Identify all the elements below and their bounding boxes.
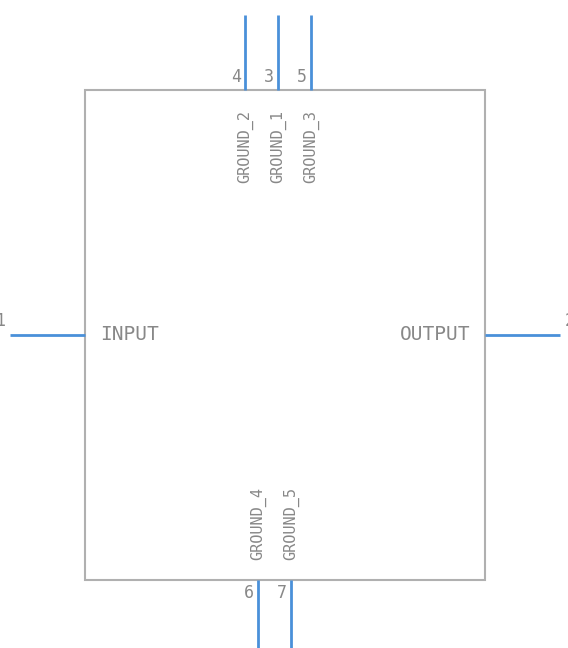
Text: GROUND_3: GROUND_3 [303,110,319,183]
Text: GROUND_1: GROUND_1 [270,110,286,183]
Bar [85,90,485,580]
Text: 3: 3 [264,68,274,86]
Text: GROUND_4: GROUND_4 [250,487,266,560]
Text: 5: 5 [297,68,307,86]
Text: GROUND_2: GROUND_2 [237,110,253,183]
Text: OUTPUT: OUTPUT [399,325,470,345]
Text: INPUT: INPUT [100,325,158,345]
Text: 1: 1 [0,312,5,330]
Text: GROUND_5: GROUND_5 [283,487,299,560]
Text: 4: 4 [231,68,241,86]
Text: 6: 6 [244,584,254,602]
Text: 2: 2 [565,312,568,330]
Text: 7: 7 [277,584,287,602]
